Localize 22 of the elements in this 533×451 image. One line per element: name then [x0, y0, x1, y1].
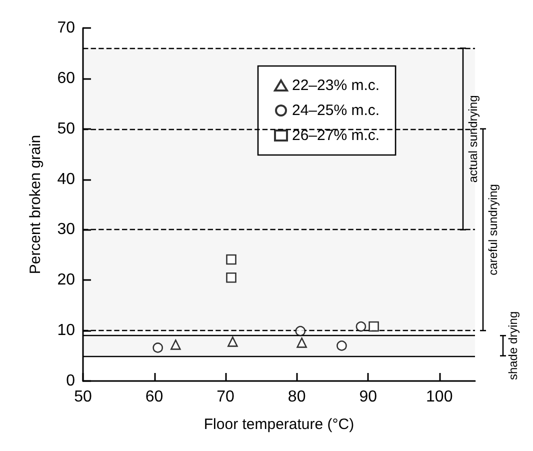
y-tick-label: 50	[57, 120, 76, 138]
legend-label: 24–25% m.c.	[292, 102, 380, 119]
y-tick-label: 20	[57, 272, 76, 289]
band-label: careful sundrying	[486, 184, 500, 276]
band-label: shade drying	[506, 311, 520, 380]
x-tick-label: 100	[426, 388, 453, 406]
y-tick-label: 60	[57, 70, 76, 87]
y-tick-label: 10	[57, 322, 76, 340]
y-tick-label: 0	[66, 372, 76, 390]
y-axis-title: Percent broken grain	[27, 134, 44, 274]
legend-label: 22–23% m.c.	[292, 77, 380, 94]
legend-label: 26–27% m.c.	[292, 127, 380, 144]
x-tick-label: 80	[288, 388, 306, 406]
y-tick-label: 70	[57, 20, 76, 36]
y-tick-label: 30	[57, 221, 76, 238]
x-tick-label: 60	[145, 388, 164, 406]
x-tick-label: 50	[74, 388, 92, 406]
x-tick-label: 70	[216, 388, 235, 406]
band-label: actual sundrying	[466, 95, 480, 183]
y-tick-label: 40	[57, 170, 76, 188]
x-tick-label: 90	[359, 388, 378, 406]
x-axis-title: Floor temperature (°C)	[204, 416, 354, 433]
